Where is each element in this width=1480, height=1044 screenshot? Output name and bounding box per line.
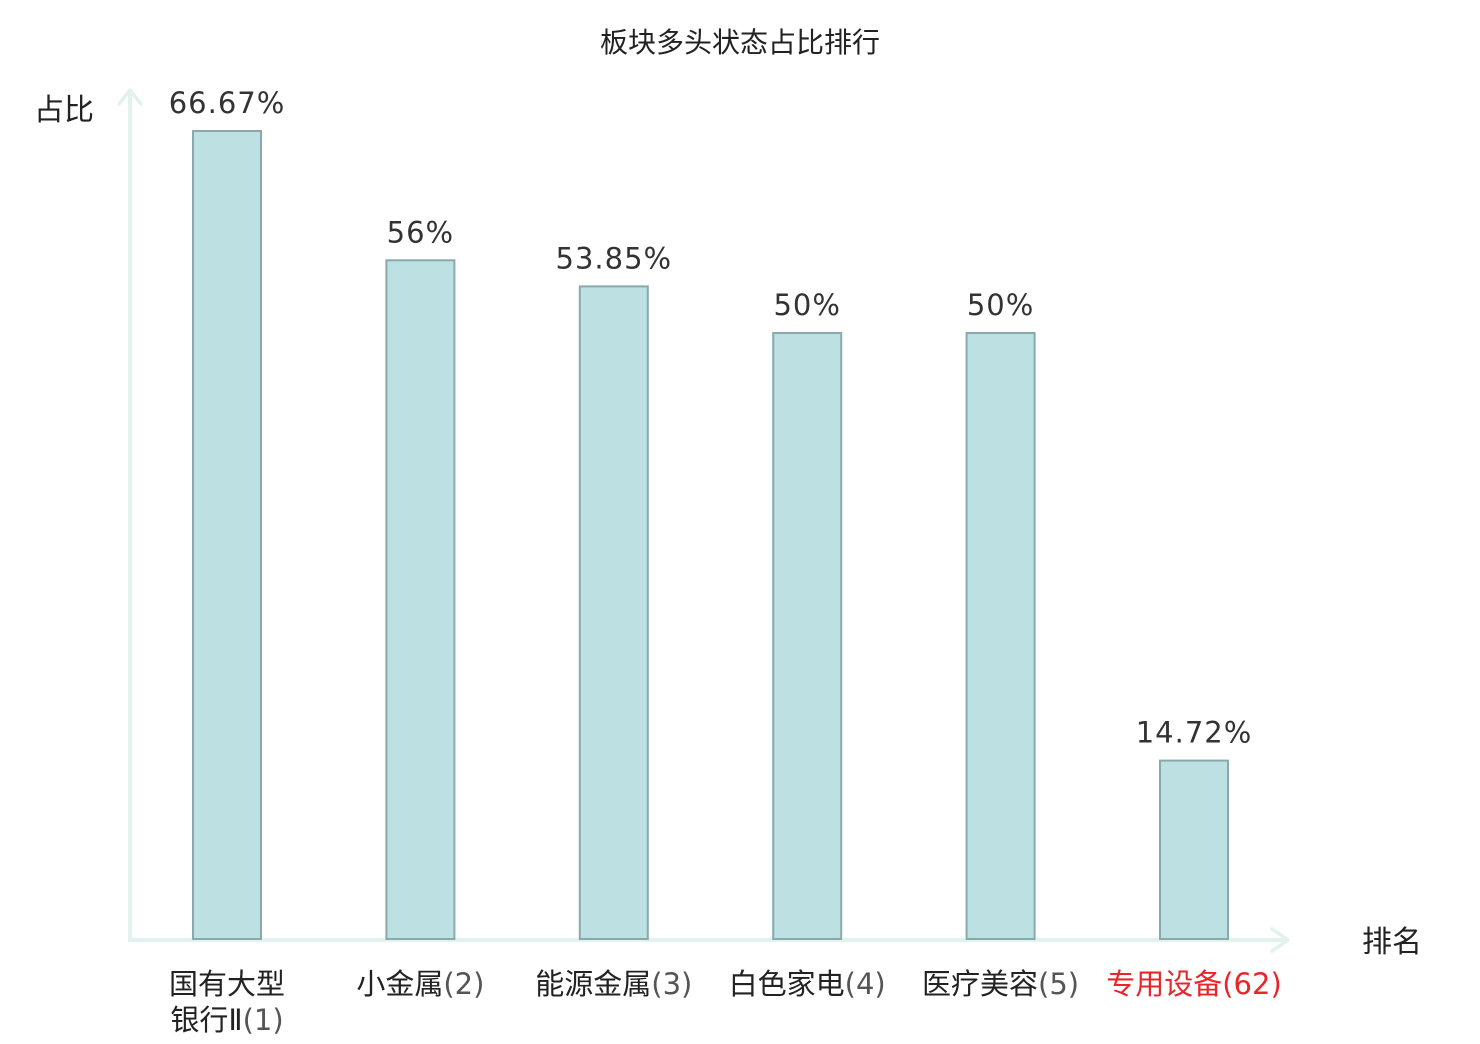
category-label-1-line-2: 银行Ⅱ(1) (170, 1003, 283, 1037)
y-axis-arrow (117, 88, 143, 106)
category-label-5: 医疗美容(5) (922, 967, 1079, 1001)
value-label-4: 50% (773, 288, 840, 322)
x-axis-label: 排名 (1362, 925, 1422, 960)
y-axis-label: 占比 (34, 93, 94, 128)
value-label-3: 53.85% (556, 241, 673, 275)
bar-2 (385, 259, 456, 940)
bar-4 (772, 332, 843, 940)
bar-6 (1159, 759, 1229, 940)
value-label-6: 14.72% (1136, 716, 1253, 750)
bar-series (192, 130, 1229, 940)
bar-5 (965, 332, 1036, 940)
value-label-2: 56% (387, 215, 454, 249)
category-label-4: 白色家电(4) (729, 967, 886, 1001)
category-label-6: 专用设备(62) (1106, 967, 1282, 1001)
category-label-1-line-1: 国有大型 (169, 967, 285, 1001)
category-label-3: 能源金属(3) (535, 967, 692, 1001)
value-label-5: 50% (967, 288, 1034, 322)
value-label-1: 66.67% (169, 86, 286, 120)
bar-3 (578, 285, 649, 940)
chart-title: 板块多头状态占比排行 (600, 26, 880, 59)
category-label-2: 小金属(2) (356, 967, 484, 1001)
x-axis-arrow (1270, 927, 1290, 953)
bar-1 (192, 130, 262, 940)
value-labels: 66.67% 56% 53.85% 50% 50% 14.72% (169, 86, 1253, 750)
